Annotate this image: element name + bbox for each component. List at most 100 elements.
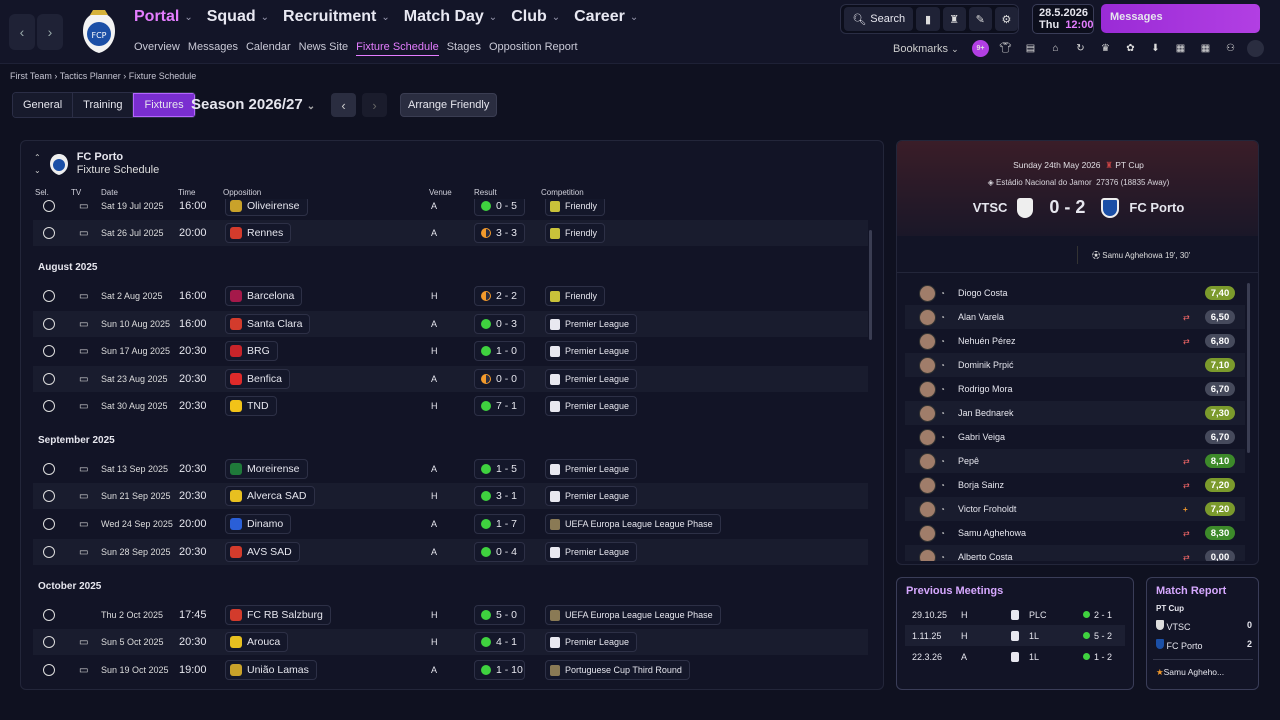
meeting-row[interactable]: 1.11.25 H 1L 5 - 2 (905, 625, 1125, 646)
result-button[interactable]: 1 - 10 (474, 660, 525, 680)
select-radio[interactable] (43, 345, 55, 357)
competition-button[interactable]: Friendly (545, 223, 606, 243)
table-row[interactable]: ▭ Sun 28 Sep 2025 20:30 AVS SAD A 0 - 4 Premie… (33, 539, 868, 565)
result-button[interactable]: 4 - 1 (474, 632, 525, 652)
col-result[interactable]: Result (474, 188, 497, 197)
fixture-scrollbar[interactable] (869, 230, 872, 340)
opposition-button[interactable]: TND (225, 396, 277, 416)
arrange-friendly-button[interactable]: Arrange Friendly (400, 93, 498, 117)
meeting-row[interactable]: 22.3.26 A 1L 1 - 2 (905, 646, 1125, 667)
select-radio[interactable] (43, 546, 55, 558)
competition-button[interactable]: Premier League (545, 341, 638, 361)
col-opposition[interactable]: Opposition (223, 188, 262, 197)
table-row[interactable]: Thu 2 Oct 2025 17:45 FC RB Salzburg H 5 - 0 U… (33, 602, 868, 628)
subnav-messages[interactable]: Messages (187, 41, 238, 53)
meeting-row[interactable]: 29.10.25 H PLC 2 - 1 (905, 604, 1125, 625)
player-row[interactable]: ◔ Alberto Costa ⇄ 0,00 (905, 545, 1245, 561)
table-row[interactable]: ▭ Sat 30 Aug 2025 20:30 TND H 7 - 1 Premier Le… (33, 393, 868, 419)
col-sel[interactable]: Sel. (35, 188, 49, 197)
stairs-icon[interactable]: ⌂ (1052, 43, 1059, 54)
select-radio[interactable] (43, 490, 55, 502)
col-time[interactable]: Time (178, 188, 196, 197)
nav-portal[interactable]: Portal ⌄ (134, 8, 193, 26)
season-selector[interactable]: Season 2026/27 ⌄ (191, 96, 316, 113)
opposition-button[interactable]: AVS SAD (225, 542, 300, 562)
select-radio[interactable] (43, 200, 55, 212)
download-icon[interactable]: ⬇ (1151, 43, 1160, 54)
opposition-button[interactable]: Alverca SAD (225, 486, 315, 506)
select-radio[interactable] (43, 373, 55, 385)
opposition-button[interactable]: Dinamo (225, 514, 292, 534)
messages-button[interactable]: Messages (1101, 4, 1260, 33)
nav-career[interactable]: Career ⌄ (574, 8, 638, 26)
result-button[interactable]: 0 - 0 (474, 369, 525, 389)
select-radio[interactable] (43, 227, 55, 239)
table-row[interactable]: ▭ Sun 5 Oct 2025 20:30 Arouca H 4 - 1 Premier … (33, 629, 868, 655)
opposition-button[interactable]: BRG (225, 341, 278, 361)
opposition-button[interactable]: Moreirense (225, 459, 308, 479)
subnav-stages[interactable]: Stages (446, 41, 481, 53)
select-radio[interactable] (43, 664, 55, 676)
player-row[interactable]: ◔ Gabri Veiga 6,70 (905, 425, 1245, 449)
competition-button[interactable]: Premier League (545, 486, 638, 506)
player-row[interactable]: ◔ Jan Bednarek 7,30 (905, 401, 1245, 425)
table-row[interactable]: ▭ Sat 13 Sep 2025 20:30 Moreirense A 1 - 5 Pre… (33, 456, 868, 482)
table-row[interactable]: ▭ Sat 26 Jul 2025 20:00 Rennes A 3 - 3 Friendl… (33, 220, 868, 246)
gear-icon[interactable]: ⚙ (994, 7, 1018, 31)
people-icon[interactable]: ⚇ (1226, 43, 1235, 54)
match-report-title[interactable]: Match Report (1156, 585, 1227, 597)
subnav-opposition-report[interactable]: Opposition Report (488, 41, 578, 53)
tab-fixtures[interactable]: Fixtures (133, 93, 195, 117)
table-row[interactable]: ▭ Sat 2 Aug 2025 16:00 Barcelona H 2 - 2 Frien… (33, 283, 868, 309)
select-radio[interactable] (43, 609, 55, 621)
competition-button[interactable]: Portuguese Cup Third Round (545, 660, 690, 680)
search-button[interactable]: 🔍︎ Search (844, 7, 914, 31)
table-row[interactable]: ▭ Sun 10 Aug 2025 16:00 Santa Clara A 0 - 3 Pr… (33, 311, 868, 337)
competition-button[interactable]: UEFA Europa League League Phase (545, 605, 721, 625)
competition-button[interactable]: UEFA Europa League League Phase (545, 514, 721, 534)
crumb-first-team[interactable]: First Team (10, 71, 52, 81)
trophy-icon[interactable]: ♜ (942, 7, 966, 31)
result-button[interactable]: 2 - 2 (474, 286, 525, 306)
select-radio[interactable] (43, 518, 55, 530)
competition-button[interactable]: Friendly (545, 199, 606, 216)
subnav-fixture-schedule[interactable]: Fixture Schedule (356, 41, 439, 56)
crumb-tactics[interactable]: Tactics Planner (59, 71, 121, 81)
subnav-news-site[interactable]: News Site (298, 41, 349, 53)
subnav-overview[interactable]: Overview (134, 41, 180, 53)
paw-icon[interactable]: ✿ (1126, 43, 1135, 54)
shirt-icon[interactable]: 👕︎ (999, 43, 1012, 54)
competition-button[interactable]: Premier League (545, 396, 638, 416)
col-competition[interactable]: Competition (541, 188, 584, 197)
player-row[interactable]: ◔ Borja Sainz ⇄ 7,20 (905, 473, 1245, 497)
player-row[interactable]: ◔ Alan Varela ⇄ 6,50 (905, 305, 1245, 329)
ratings-scrollbar[interactable] (1247, 283, 1250, 453)
tab-training[interactable]: Training (73, 93, 134, 117)
table-row[interactable]: ▭ Sat 19 Jul 2025 16:00 Oliveirense A 0 - 5 Fr… (33, 199, 868, 219)
bookmarks-menu[interactable]: Bookmarks ⌄ (893, 43, 959, 55)
pen-icon[interactable]: ✎ (968, 7, 992, 31)
select-radio[interactable] (43, 463, 55, 475)
col-tv[interactable]: TV (71, 188, 82, 197)
competition-button[interactable]: Premier League (545, 314, 638, 334)
player-row[interactable]: ◔ Victor Froholdt +7,20 (905, 497, 1245, 521)
select-radio[interactable] (43, 636, 55, 648)
calendar-icon[interactable]: ▦ (1175, 43, 1186, 54)
prev-season-button[interactable]: ‹ (331, 93, 356, 117)
result-button[interactable]: 0 - 3 (474, 314, 525, 334)
clipboard-icon[interactable]: ▤ (1025, 43, 1036, 54)
previous-meetings-title[interactable]: Previous Meetings (906, 585, 1004, 597)
opposition-button[interactable]: União Lamas (225, 660, 317, 680)
refresh-icon[interactable]: ↻ (1076, 43, 1085, 54)
result-button[interactable]: 0 - 5 (474, 199, 525, 216)
player-row[interactable]: ◔ Rodrigo Mora 6,70 (905, 377, 1245, 401)
avatar[interactable] (1247, 40, 1264, 57)
opposition-button[interactable]: Barcelona (225, 286, 303, 306)
competition-button[interactable]: Premier League (545, 542, 638, 562)
opposition-button[interactable]: Benfica (225, 369, 291, 389)
competition-button[interactable]: Friendly (545, 286, 606, 306)
nav-match-day[interactable]: Match Day ⌄ (404, 8, 497, 26)
date-display[interactable]: 28.5.2026 Thu 12:00 (1032, 4, 1094, 34)
cup-icon[interactable]: ♛ (1101, 43, 1110, 54)
table-icon[interactable]: ▦ (1200, 43, 1211, 54)
